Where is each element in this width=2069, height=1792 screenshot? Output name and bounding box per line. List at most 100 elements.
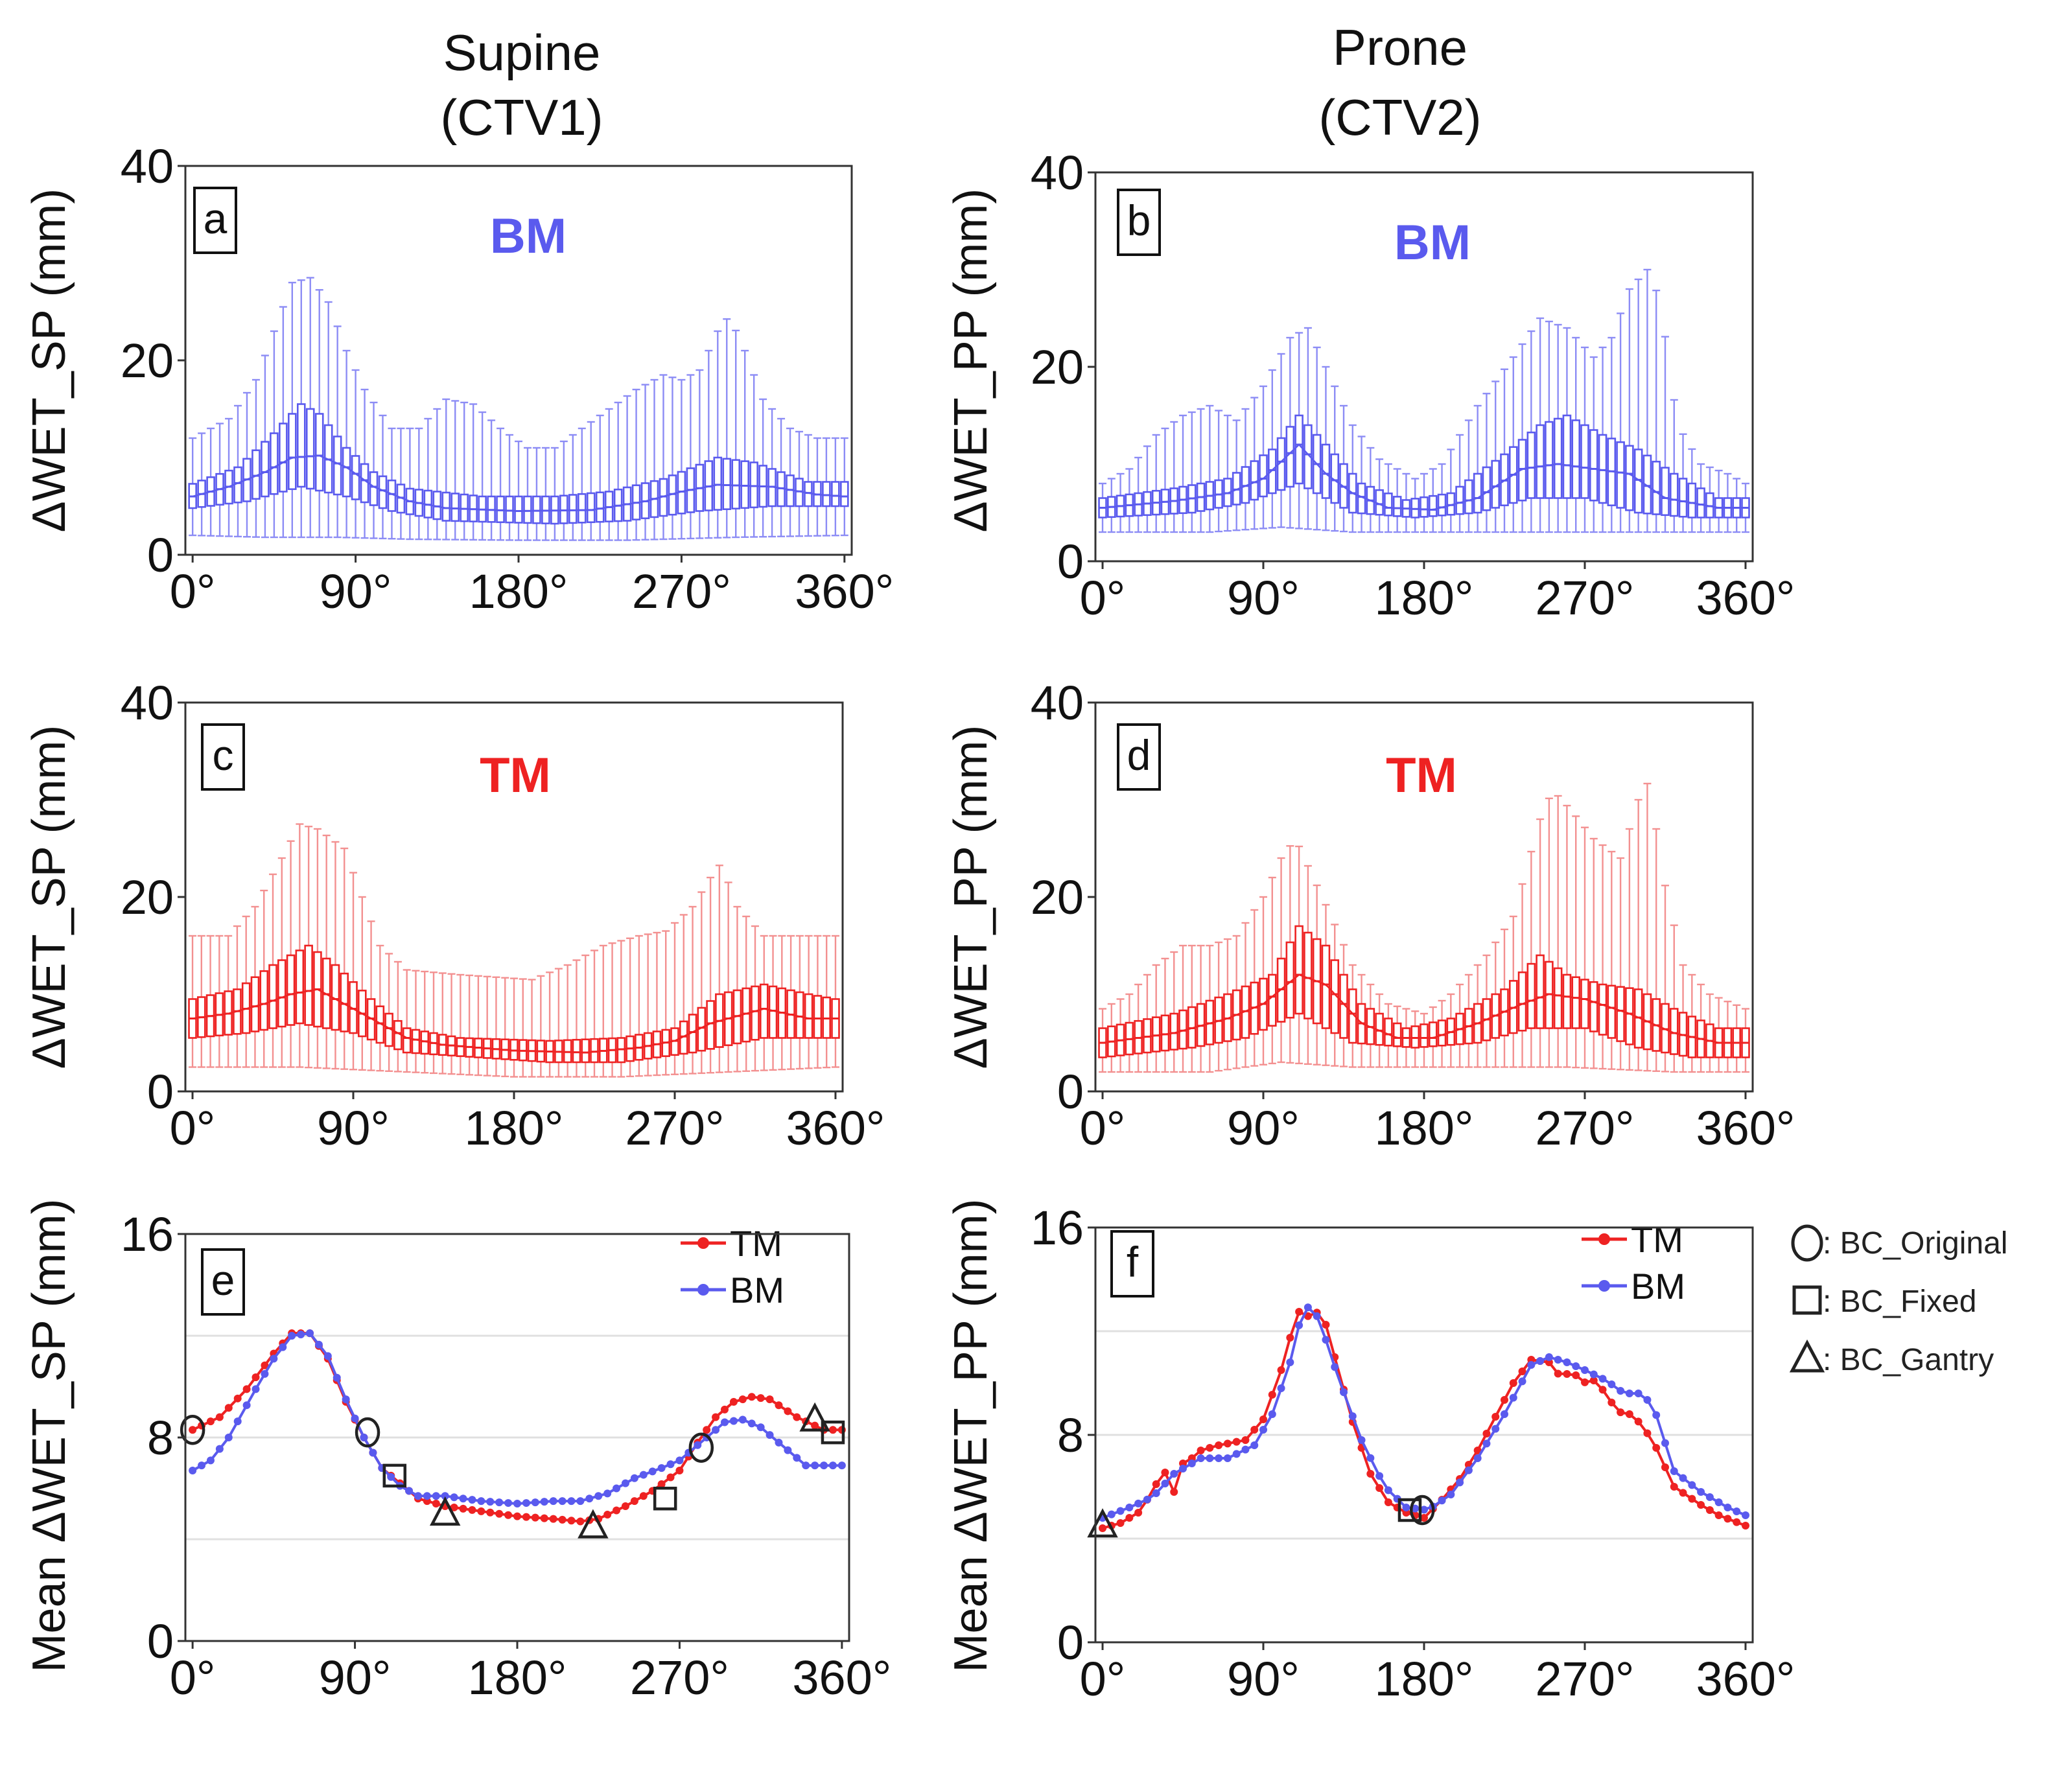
column-title-prone-line1: Prone — [1333, 19, 1467, 76]
data-point — [441, 1492, 449, 1500]
box-plot — [340, 847, 349, 1070]
data-point — [242, 1385, 251, 1393]
box-iqr — [270, 432, 279, 495]
box-plot — [188, 437, 197, 537]
box-plot — [1473, 404, 1482, 533]
box-iqr — [713, 456, 723, 511]
data-point — [1268, 1391, 1276, 1399]
data-point — [215, 1445, 224, 1453]
data-point — [504, 1511, 513, 1519]
box-plot — [518, 978, 528, 1078]
box-iqr — [523, 495, 532, 524]
x-tick-label: 360° — [1696, 571, 1795, 625]
box-iqr — [740, 460, 749, 509]
box-plot — [1642, 782, 1652, 1072]
box-plot — [532, 447, 541, 541]
data-point — [1580, 1378, 1589, 1386]
data-point — [423, 1492, 431, 1500]
box-plot — [1125, 993, 1134, 1073]
data-point — [828, 1461, 837, 1470]
data-point — [1589, 1377, 1598, 1384]
data-point — [522, 1513, 530, 1521]
box-plot — [1205, 944, 1215, 1073]
x-tick-label: 0° — [1080, 571, 1126, 625]
panel-tag-letter: a — [204, 194, 228, 242]
box-iqr — [1455, 485, 1464, 515]
box-plot — [279, 306, 288, 539]
box-plot — [541, 447, 550, 541]
box-plot — [1723, 472, 1733, 533]
bc-gantry-marker — [799, 1402, 830, 1432]
box-plot — [414, 427, 424, 541]
box-series — [188, 277, 849, 541]
data-point — [1170, 1470, 1178, 1478]
data-point — [1697, 1488, 1705, 1496]
box-plot — [723, 881, 733, 1073]
box-plot — [1312, 884, 1322, 1065]
box-plot — [1669, 399, 1679, 533]
legend-square-symbol — [1792, 1285, 1822, 1315]
data-point — [1375, 1472, 1384, 1480]
data-point — [657, 1480, 666, 1488]
box-plot — [1678, 964, 1688, 1073]
box-iqr — [759, 983, 769, 1039]
data-point — [1107, 1510, 1116, 1519]
box-plot — [1553, 323, 1563, 533]
box-plot — [758, 398, 767, 538]
panel-e: TM BM 0 8 16 0° 90° 180° 270° 360° Mean ΔWET_SP (m… — [23, 1199, 891, 1705]
data-point — [603, 1489, 612, 1498]
box-plot — [304, 826, 313, 1069]
box-plot — [196, 935, 206, 1068]
panel-a: 0 20 40 0° 90° 180° 270° 360° ΔWET_SP (mm) a BM — [23, 139, 894, 618]
panel-b: 0 20 40 0° 90° 180° 270° 360° ΔWET_PP (mm) b BM — [945, 146, 1795, 625]
box-plot — [759, 935, 769, 1071]
box-iqr — [1339, 973, 1348, 1039]
box-plot — [1517, 343, 1527, 533]
box-plot — [509, 977, 519, 1078]
data-point — [729, 1417, 738, 1425]
data-point — [1491, 1425, 1500, 1433]
data-point — [540, 1514, 548, 1522]
data-point — [1617, 1387, 1625, 1395]
x-tick-label: 90° — [1227, 571, 1300, 625]
legend-label-bm: BM — [730, 1270, 784, 1310]
data-point — [323, 1352, 332, 1360]
box-plot — [643, 933, 653, 1076]
box-iqr — [1562, 973, 1572, 1029]
box-iqr — [279, 423, 288, 493]
box-plot — [527, 979, 537, 1078]
panel-c: 0 20 40 0° 90° 180° 270° 360° ΔWET_SP (mm) c TM — [23, 676, 885, 1155]
legend-label-tm: TM — [730, 1223, 782, 1264]
box-iqr — [1384, 1018, 1393, 1047]
box-plot — [840, 437, 849, 537]
box-plot — [357, 896, 367, 1071]
median-trend-line — [1102, 443, 1746, 511]
data-point — [1563, 1358, 1571, 1366]
box-plot — [1214, 410, 1223, 533]
box-iqr — [731, 459, 741, 510]
box-iqr — [1482, 466, 1491, 511]
data-point — [270, 1355, 278, 1363]
box-plot — [1562, 804, 1572, 1068]
box-plot — [1196, 408, 1206, 533]
data-point — [1402, 1504, 1410, 1511]
box-plot — [1428, 468, 1438, 533]
box-iqr — [590, 1038, 599, 1064]
data-point — [1500, 1396, 1508, 1404]
box-iqr — [1607, 984, 1617, 1039]
data-point — [694, 1441, 702, 1449]
box-plot — [1517, 883, 1527, 1068]
data-point — [1634, 1390, 1642, 1397]
y-tick-label: 40 — [1031, 146, 1084, 200]
data-point — [1366, 1470, 1375, 1478]
data-point — [811, 1461, 819, 1470]
data-point — [486, 1508, 495, 1517]
data-point — [459, 1504, 467, 1513]
box-plot — [559, 440, 568, 541]
box-plot — [1464, 419, 1473, 533]
data-point — [1714, 1498, 1723, 1506]
data-point — [1643, 1396, 1652, 1404]
box-plot — [342, 349, 351, 539]
data-point — [1223, 1439, 1232, 1448]
